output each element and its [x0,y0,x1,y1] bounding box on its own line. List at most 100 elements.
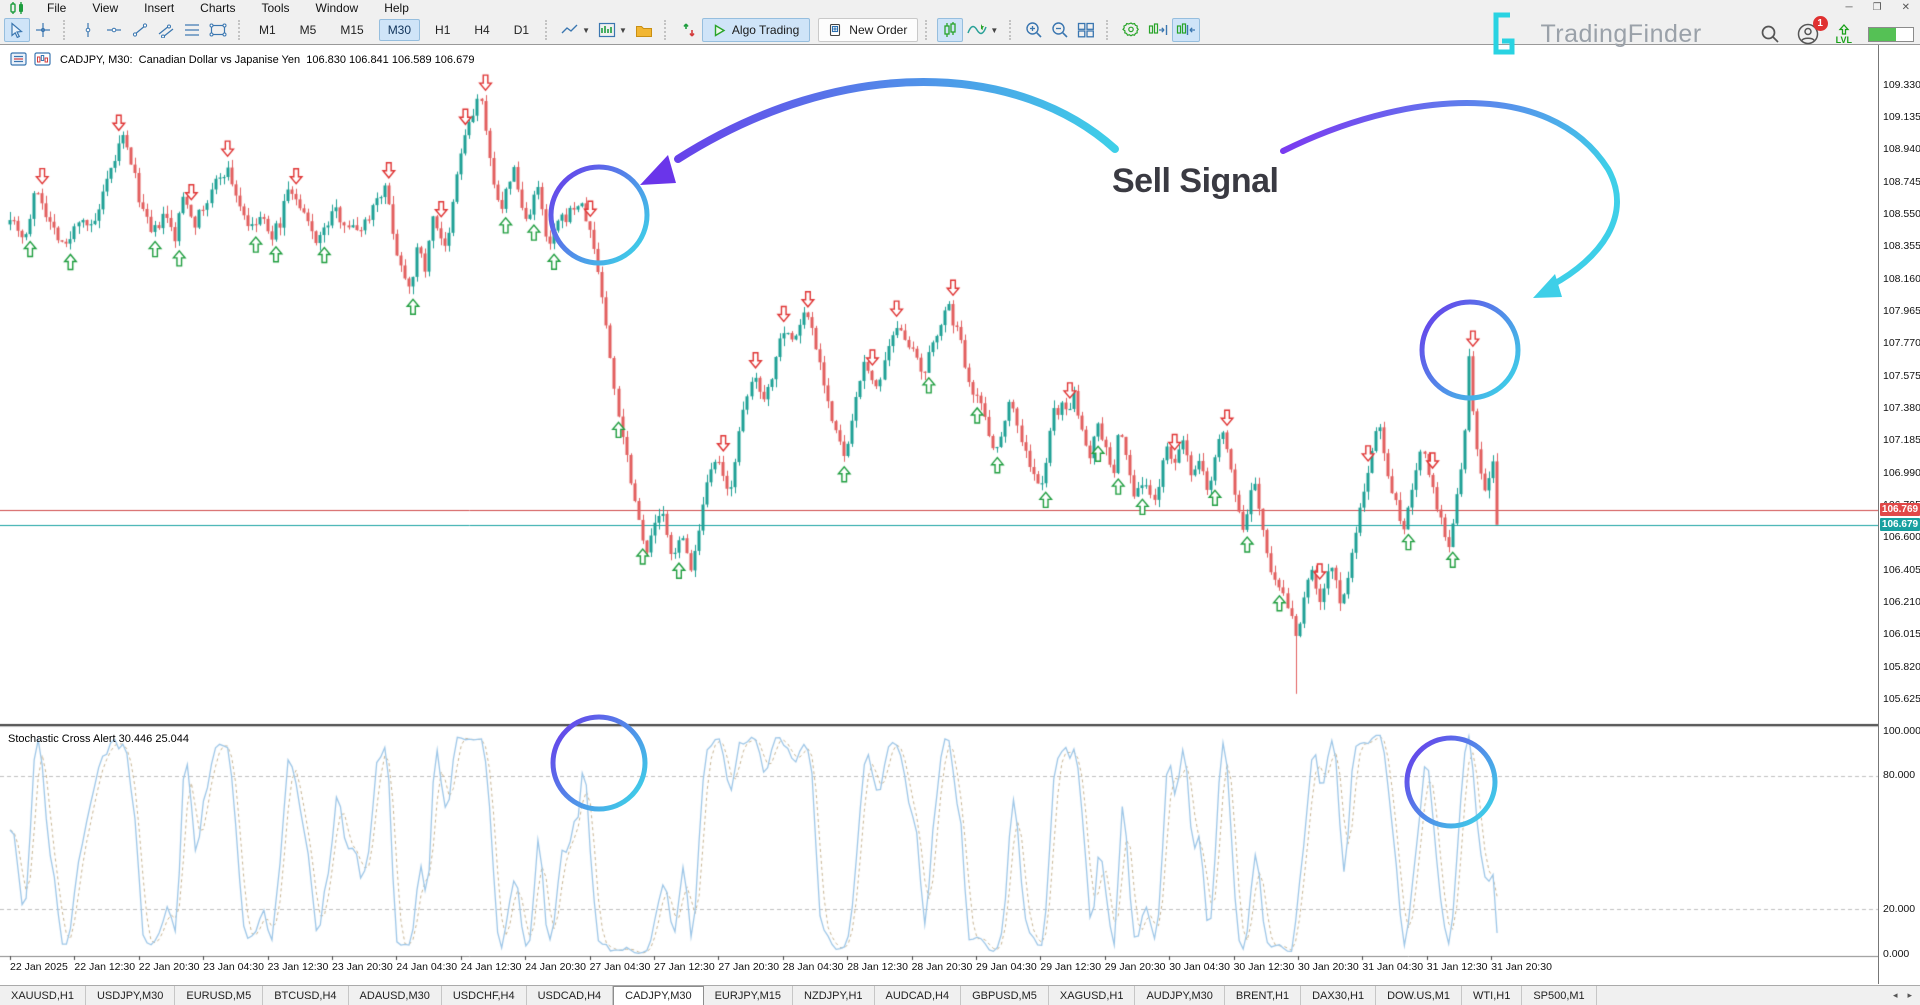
tab-audcad-h4[interactable]: AUDCAD,H4 [875,986,962,1005]
time-axis-label: 29 Jan 12:30 [1040,961,1102,973]
tab-nav: ◂ ▸ [1893,986,1920,1005]
zoom-out-icon[interactable] [1047,18,1073,42]
toolbar-separator [545,20,552,40]
time-axis-label: 23 Jan 12:30 [267,961,329,973]
menu-item-file[interactable]: File [47,1,67,15]
chart-tabs: XAUUSD,H1 USDJPY,M30 EURUSD,M5 BTCUSD,H4 ADA… [0,986,1597,1005]
zoom-in-icon[interactable] [1021,18,1047,42]
price-axis-label: 107.965 [1883,304,1920,317]
trendline-icon[interactable] [127,18,153,42]
indicator-wave-icon[interactable]: ▼ [963,18,1002,42]
settings-gear-icon[interactable] [1118,18,1144,42]
close-icon[interactable]: ✕ [1901,2,1910,13]
shift-end-icon[interactable] [1144,18,1172,42]
line-chart-icon[interactable]: ▼ [557,18,594,42]
time-axis-label: 23 Jan 20:30 [332,961,393,973]
shift-left-icon[interactable] [1172,18,1201,42]
toolbar: M1 M5 M15 M30 H1 H4 D1 ▼ ▼ Algo Trading New Or… [0,16,1920,44]
chart-template-icon[interactable]: ▼ [594,18,631,42]
price-axis-label: 106.210 [1883,596,1920,609]
minimize-icon[interactable]: ─ [1845,2,1853,13]
time-axis-label: 23 Jan 04:30 [203,961,264,973]
notification-badge: 1 [1812,16,1828,31]
tab-usdchf-h4[interactable]: USDCHF,H4 [442,986,527,1005]
timeframe-m15[interactable]: M15 [331,19,372,41]
tab-eurusd-m5[interactable]: EURUSD,M5 [175,986,264,1005]
tab-cadjpy-m30[interactable]: CADJPY,M30 [613,986,704,1005]
tab-wti-h1[interactable]: WTI,H1 [1462,986,1523,1005]
shapes-icon[interactable] [205,18,231,42]
folder-icon[interactable] [631,18,657,42]
user-account-icon[interactable]: 1 [1796,16,1828,46]
time-axis-label: 30 Jan 12:30 [1233,961,1295,973]
tab-adausd-m30[interactable]: ADAUSD,M30 [349,986,442,1005]
chart-canvas[interactable] [0,45,1878,984]
tab-brent-h1[interactable]: BRENT,H1 [1225,986,1302,1005]
timeframe-d1[interactable]: D1 [505,19,538,41]
tab-scroll-left-icon[interactable]: ◂ [1892,990,1898,1000]
time-axis-label: 30 Jan 20:30 [1298,961,1359,973]
menu-item-help[interactable]: Help [384,1,409,15]
dropdown-caret-icon[interactable]: ▼ [582,25,590,35]
time-axis-label: 27 Jan 20:30 [718,961,780,973]
search-icon[interactable] [1760,24,1780,44]
new-order-button[interactable]: New Order [818,18,919,42]
candles-icon[interactable] [937,18,964,42]
fibo-lines-icon[interactable] [179,18,205,42]
horizontal-line-icon[interactable] [101,18,127,42]
indicator-label[interactable]: Stochastic Cross Alert 30.446 25.044 [8,733,189,745]
timeframe-m5[interactable]: M5 [291,19,326,41]
tab-nzdjpy-h1[interactable]: NZDJPY,H1 [793,986,875,1005]
buy-sell-arrows-icon[interactable] [676,18,702,42]
crosshair-icon[interactable] [30,18,56,42]
tab-audjpy-m30[interactable]: AUDJPY,M30 [1135,986,1225,1005]
tile-windows-icon[interactable] [1073,18,1099,42]
tab-dax30-h1[interactable]: DAX30,H1 [1301,986,1377,1005]
tab-xauusd-h1[interactable]: XAUUSD,H1 [0,986,86,1005]
menu-item-window[interactable]: Window [315,1,359,15]
dropdown-caret-icon[interactable]: ▼ [990,25,999,35]
price-axis-label: 107.185 [1883,434,1920,447]
menu-item-charts[interactable]: Charts [200,1,236,15]
price-axis[interactable]: 106.769 106.679 109.330 109.135 108.940 108… [1878,45,1920,984]
restore-icon[interactable]: ❐ [1872,2,1882,13]
tab-dow-us-m1[interactable]: DOW.US,M1 [1376,986,1463,1005]
toolbar-separator [663,20,671,40]
tab-btcusd-h4[interactable]: BTCUSD,H4 [263,986,349,1005]
window-controls: ─ ❐ ✕ [1846,1,1920,15]
toolbar-separator [925,20,932,40]
tab-xagusd-h1[interactable]: XAGUSD,H1 [1049,986,1136,1005]
tab-usdcad-h4[interactable]: USDCAD,H4 [527,986,614,1005]
vertical-line-icon[interactable] [75,18,101,42]
cursor-icon[interactable] [4,18,30,42]
price-axis-label: 109.330 [1883,78,1920,91]
tab-scroll-right-icon[interactable]: ▸ [1907,990,1912,1000]
price-axis-label: 106.015 [1883,628,1920,641]
brand-cluster: TradingFinder 1 LVL [1486,10,1914,58]
time-axis-label: 27 Jan 04:30 [589,961,651,973]
tab-eurjpy-m15[interactable]: EURJPY,M15 [704,986,794,1005]
algo-trading-button[interactable]: Algo Trading [701,18,811,42]
tab-sp500-m1[interactable]: SP500,M1 [1522,986,1597,1005]
tab-gbpusd-m5[interactable]: GBPUSD,M5 [961,986,1049,1005]
menu-item-view[interactable]: View [92,1,119,15]
price-axis-label: 105.625 [1883,693,1920,706]
time-axis-label: 28 Jan 04:30 [782,961,844,973]
menu-item-insert[interactable]: Insert [144,1,175,15]
price-axis-label: 106.990 [1883,466,1920,479]
menu-item-tools[interactable]: Tools [261,1,290,15]
level-label: LVL [1835,34,1852,45]
chart-window-icon[interactable] [34,52,51,66]
price-axis-label: 107.380 [1883,402,1920,414]
price-axis-label: 108.550 [1883,207,1920,220]
channel-icon[interactable] [153,18,179,42]
timeframe-m30[interactable]: M30 [378,19,421,41]
timeframe-m1[interactable]: M1 [250,19,285,41]
chart-list-icon[interactable] [10,52,27,66]
timeframe-h4[interactable]: H4 [465,19,498,41]
dropdown-caret-icon[interactable]: ▼ [618,25,627,35]
price-axis-label: 109.135 [1883,110,1920,123]
timeframe-h1[interactable]: H1 [426,19,459,41]
tab-usdjpy-m30[interactable]: USDJPY,M30 [86,986,176,1005]
